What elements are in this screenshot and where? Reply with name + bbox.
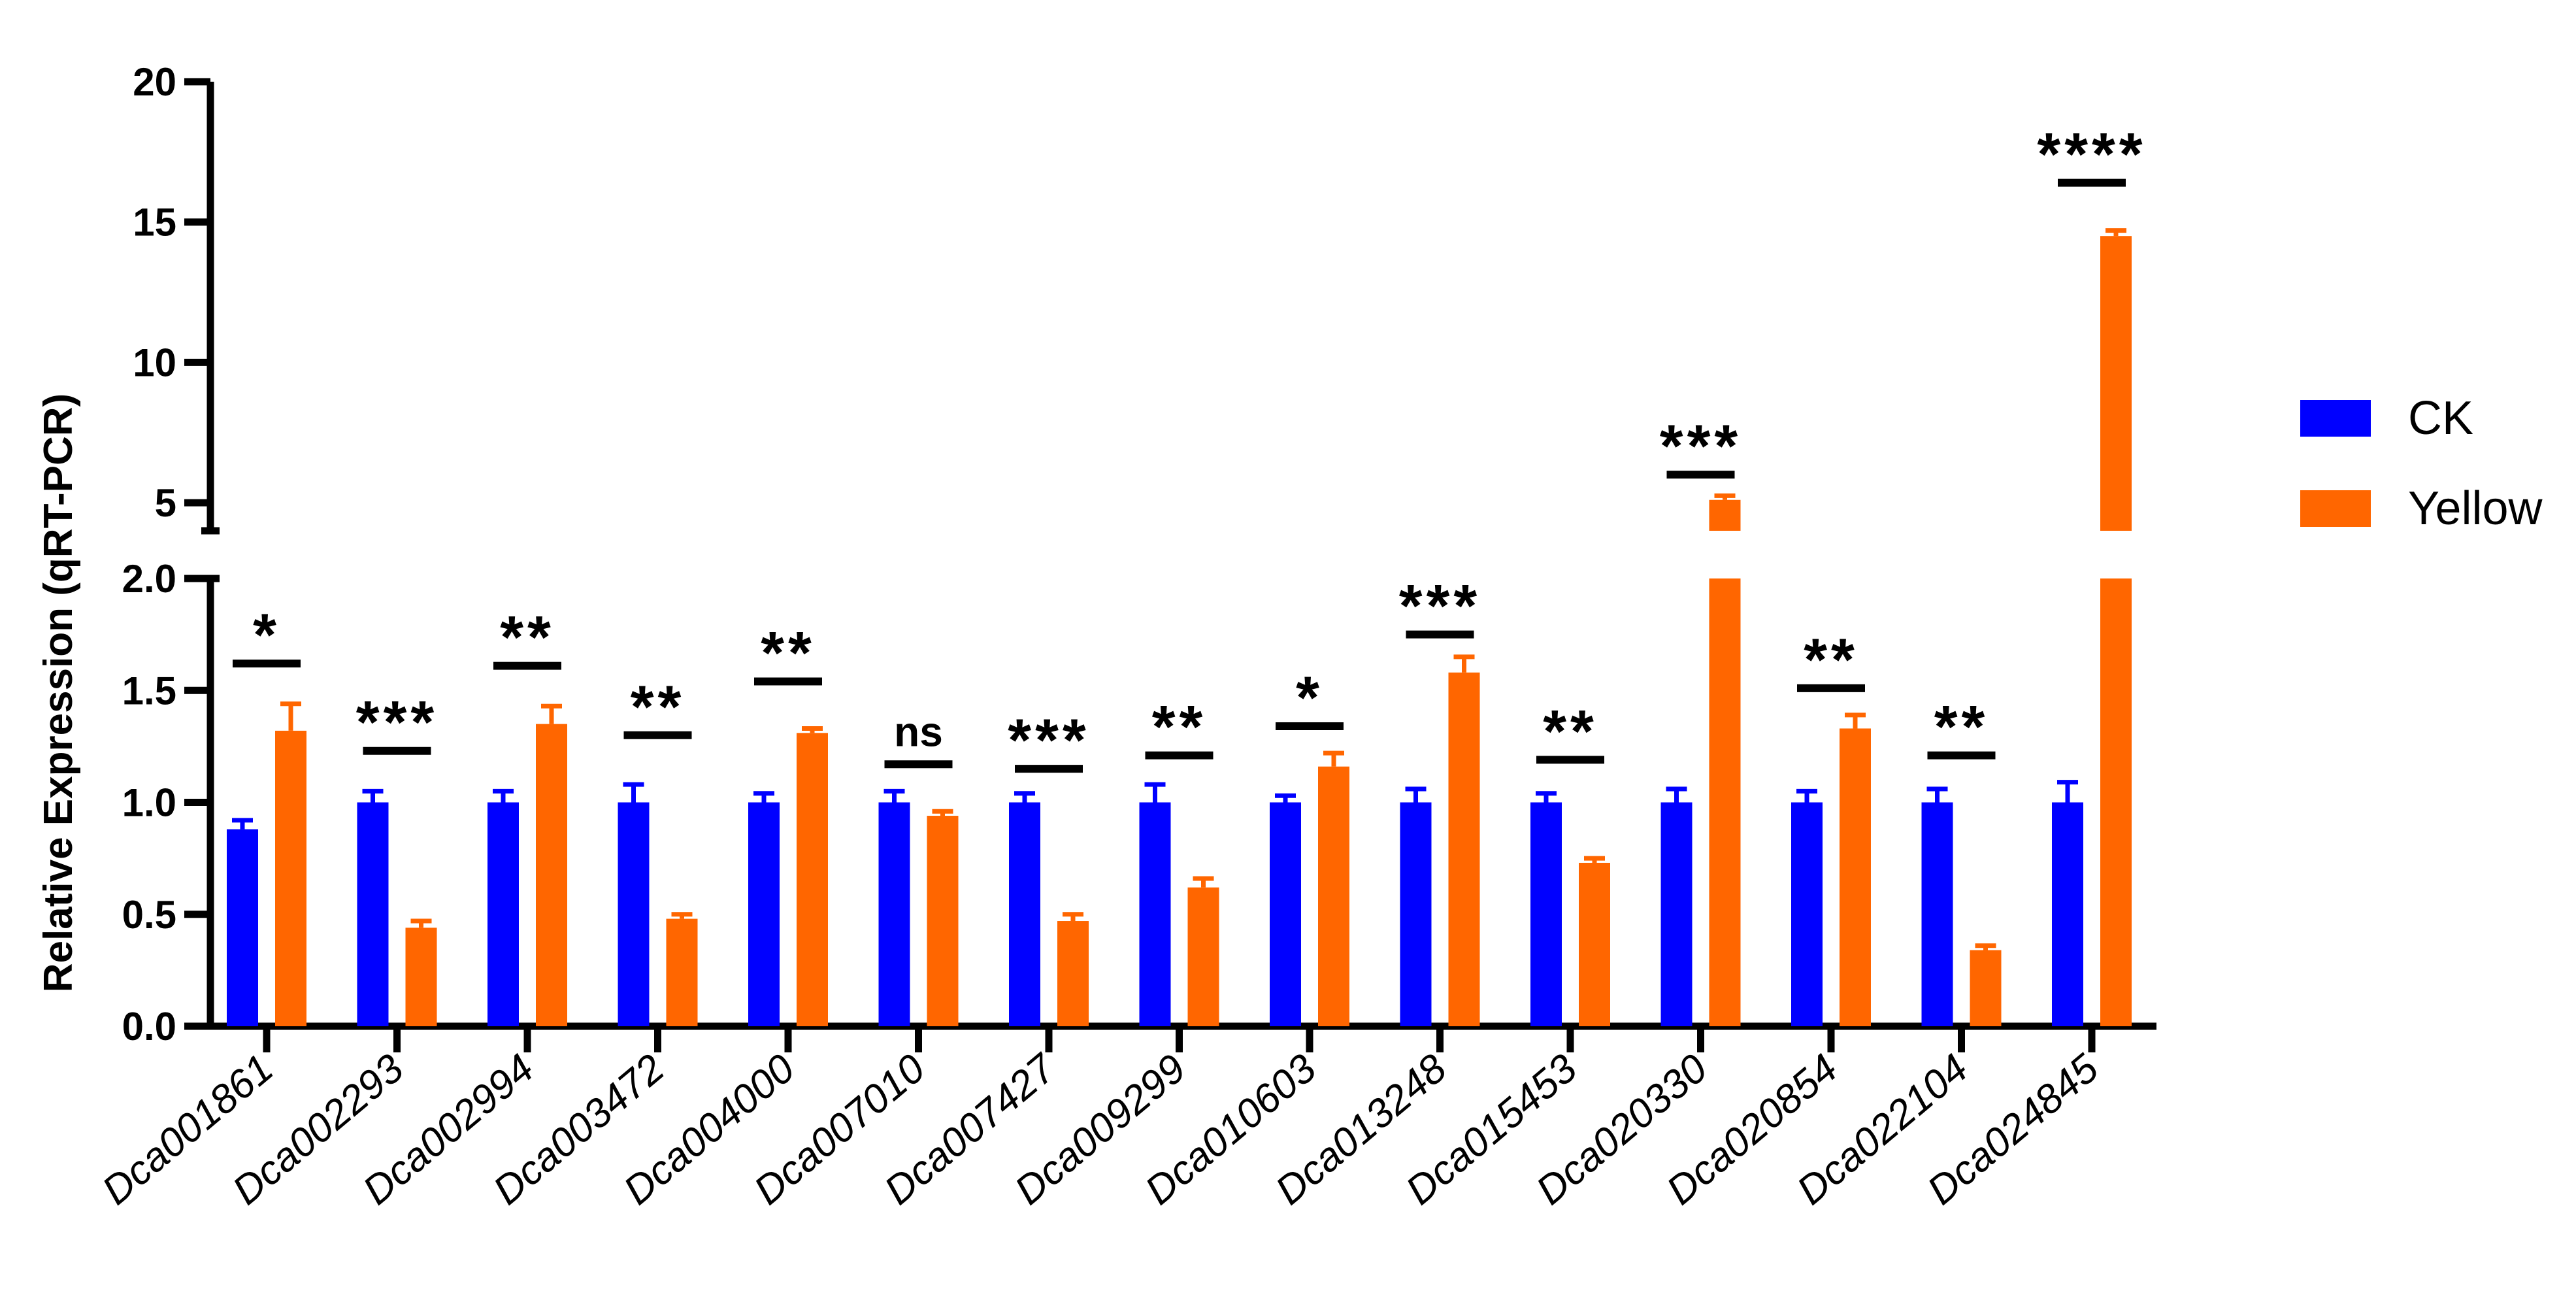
y-tick-label: 0.0 xyxy=(122,1005,176,1048)
bar-yellow xyxy=(666,918,698,1026)
y-tick-label: 5 xyxy=(155,481,176,525)
bar-yellow xyxy=(1709,578,1741,1026)
bar-yellow xyxy=(1970,950,2002,1026)
significance-label: * xyxy=(253,602,280,669)
significance-label: *** xyxy=(1008,707,1089,774)
legend-swatch-yellow xyxy=(2300,490,2371,527)
x-tick-labels: Dca001861Dca002293Dca002994Dca003472Dca0… xyxy=(94,1026,2107,1214)
significance-label: ** xyxy=(500,605,555,671)
y-tick-label: 20 xyxy=(133,60,176,104)
bar-ck xyxy=(1400,802,1432,1026)
bar-ck xyxy=(618,802,650,1026)
bar-yellow xyxy=(1579,862,1610,1026)
bar-ck xyxy=(1009,802,1040,1026)
bar-ck xyxy=(2052,802,2083,1026)
legend-label-ck: CK xyxy=(2408,392,2473,444)
bar-yellow xyxy=(927,816,959,1026)
bars xyxy=(227,228,2132,1026)
y-axis-label: Relative Expression (qRT-PCR) xyxy=(36,393,81,992)
significance-label: ** xyxy=(1934,694,1989,761)
bar-ck xyxy=(227,829,258,1026)
significance-label: *** xyxy=(1399,573,1481,640)
bar-yellow xyxy=(536,724,567,1026)
significance-label: **** xyxy=(2037,122,2146,188)
bar-yellow xyxy=(1187,887,1219,1026)
legend: CK Yellow xyxy=(2300,392,2543,535)
significance-label: ** xyxy=(1152,694,1207,761)
bar-ck xyxy=(1791,802,1823,1026)
significance-markers: **********ns *** ** ***************** xyxy=(233,122,2146,774)
y-tick-label: 1.0 xyxy=(122,781,176,825)
bar-ck xyxy=(1660,802,1693,1026)
bar-ck xyxy=(1530,802,1562,1026)
y-tick-label: 15 xyxy=(133,201,176,244)
significance-label: *** xyxy=(1660,413,1742,480)
bar-ck xyxy=(487,802,519,1026)
bar-yellow xyxy=(275,730,306,1026)
bar-yellow-upper xyxy=(1709,499,1741,531)
bar-yellow xyxy=(797,733,828,1026)
bar-yellow xyxy=(2100,578,2132,1026)
significance-label: ** xyxy=(1543,698,1598,765)
significance-label: ** xyxy=(631,674,685,741)
bar-yellow xyxy=(1840,728,1871,1026)
bar-ck xyxy=(357,802,389,1026)
bar-ck xyxy=(1921,802,1953,1026)
axes: 0.0 0.5 1.0 1.5 2.0 5 10 15 20 xyxy=(122,60,2156,1048)
y-tick-label: 2.0 xyxy=(122,557,176,601)
significance-label: ** xyxy=(761,620,816,687)
y-tick-label: 0.5 xyxy=(122,893,176,937)
bar-yellow xyxy=(1318,766,1349,1026)
legend-label-yellow: Yellow xyxy=(2408,482,2543,535)
significance-label: *** xyxy=(356,690,438,756)
y-tick-label: 1.5 xyxy=(122,669,176,712)
y-tick-label: 10 xyxy=(133,341,176,384)
significance-label: ** xyxy=(1804,627,1858,694)
bar-ck xyxy=(878,802,910,1026)
bar-yellow-upper xyxy=(2100,236,2132,531)
bar-yellow xyxy=(405,928,437,1026)
bar-ck xyxy=(1270,802,1301,1026)
bar-ck xyxy=(748,802,780,1026)
significance-label: * xyxy=(1296,665,1323,731)
legend-swatch-ck xyxy=(2300,400,2371,437)
bar-ck xyxy=(1139,802,1171,1026)
bar-yellow xyxy=(1448,672,1480,1026)
significance-label: ns xyxy=(894,708,943,755)
bar-yellow xyxy=(1057,921,1089,1026)
